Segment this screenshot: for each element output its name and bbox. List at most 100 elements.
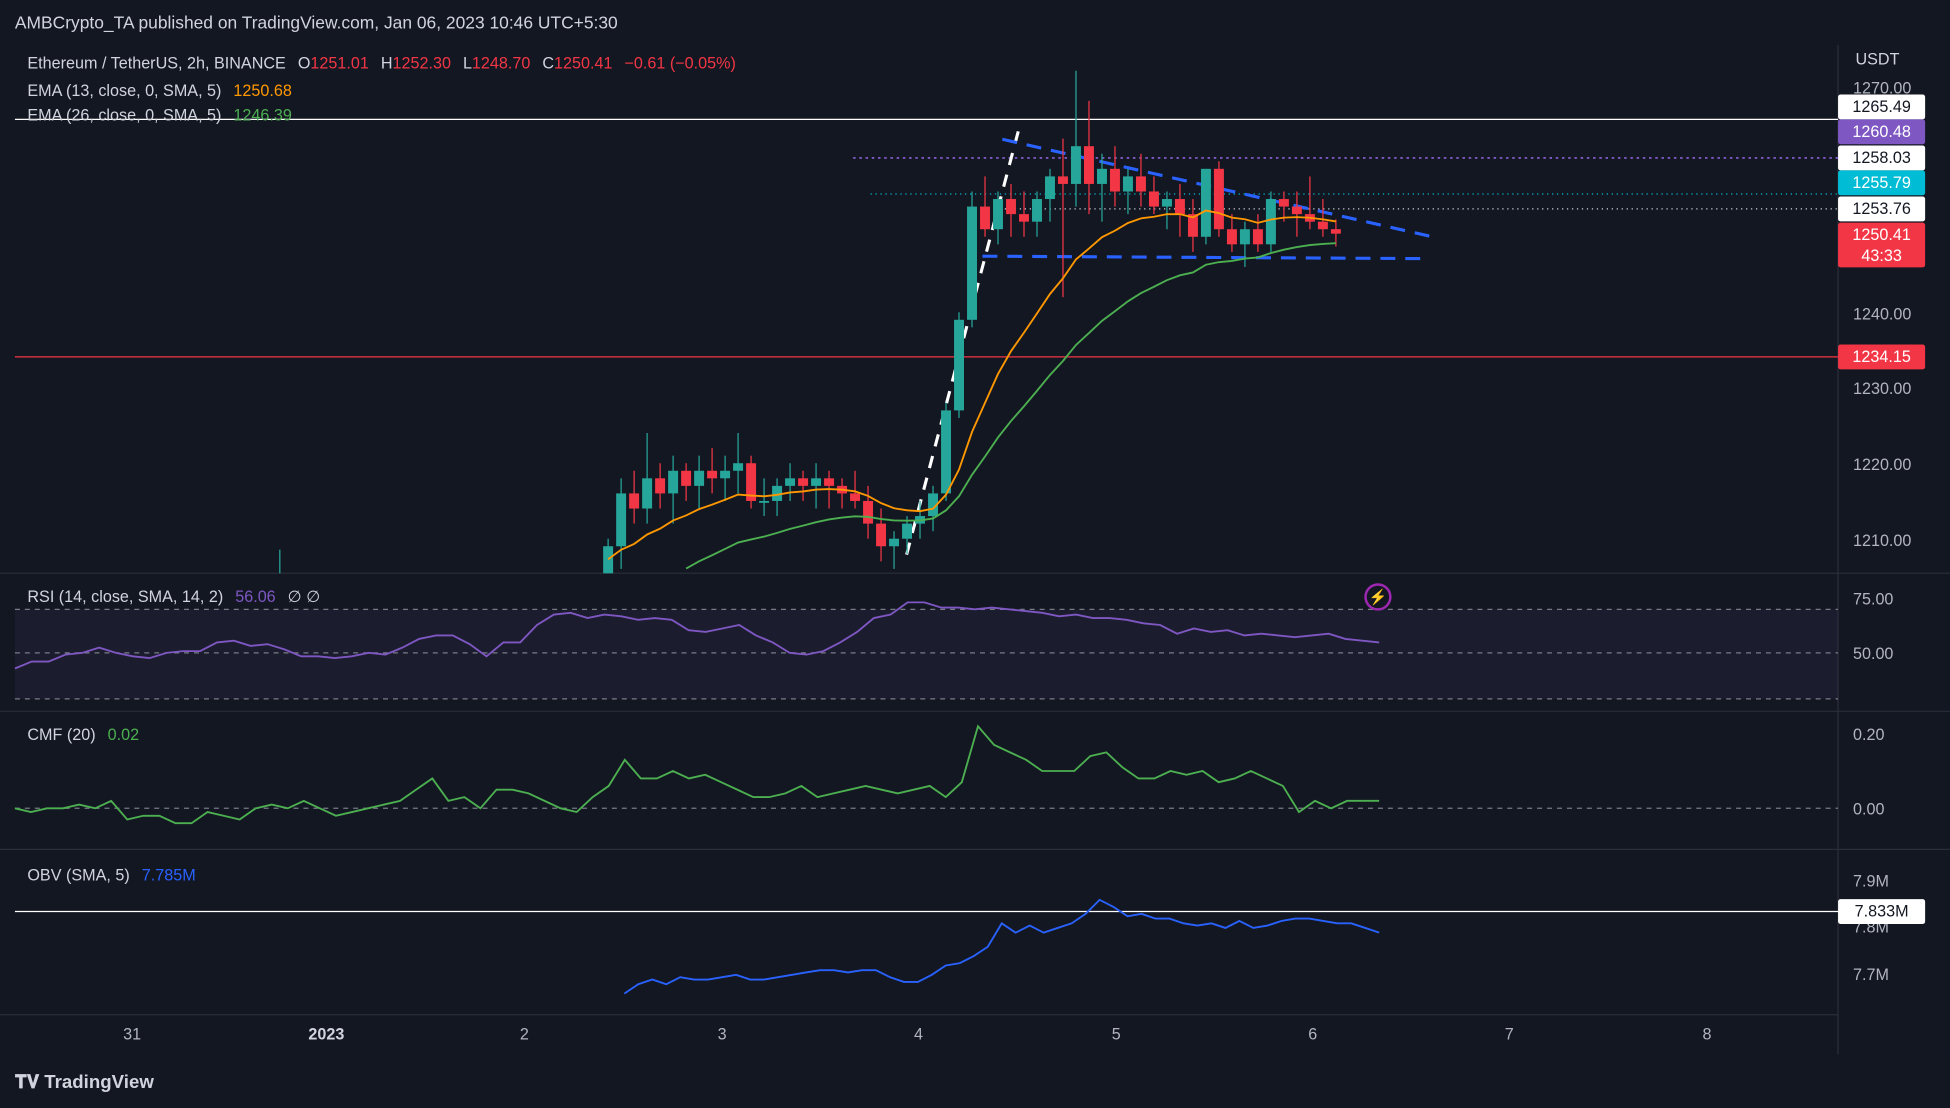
flat-support-trendline[interactable] [982, 254, 1431, 261]
candle-body [616, 493, 627, 547]
candle-body [902, 523, 913, 539]
price-axis-unit: USDT [1855, 51, 1899, 69]
candle-body [954, 319, 964, 411]
price-tag-1255: 1255.79 [1838, 170, 1926, 196]
footer: 𝐓𝐕 TradingView [0, 1054, 1950, 1108]
price-tag-1265: 1265.49 [1838, 94, 1926, 120]
ema-layer [14, 209, 1380, 995]
rsi-label: RSI (14, close, SMA, 14, 2) [27, 586, 224, 606]
time-label: 4 [914, 1026, 923, 1044]
time-label: 5 [1112, 1026, 1121, 1044]
high-label: H1252.30 [381, 53, 459, 72]
ema13-value: 1250.68 [233, 80, 292, 100]
ema13-line [607, 209, 1337, 560]
candle-body [733, 463, 744, 471]
rsi-band-fill [14, 609, 1839, 699]
last-price-tag: 1250.41 43:33 [1838, 222, 1926, 268]
time-label: 2 [520, 1026, 529, 1044]
candle-body [1278, 199, 1289, 207]
price-tag-1258: 1258.03 [1838, 145, 1926, 171]
high-value: 1252.30 [392, 53, 451, 73]
candle-body [772, 485, 783, 501]
tradingview-logo[interactable]: 𝐓𝐕 TradingView [15, 1072, 154, 1093]
close-value: 1250.41 [554, 53, 613, 73]
price-tick: 1270.00 [1853, 79, 1911, 97]
ema26-label: EMA (26, close, 0, SMA, 5) [27, 105, 222, 125]
rsi-legend[interactable]: RSI (14, close, SMA, 14, 2) 56.06 ∅ ∅ [27, 587, 327, 607]
time-label: 2023 [308, 1026, 344, 1044]
candle-body [1174, 199, 1185, 215]
candle-body [759, 500, 770, 503]
ema26-value: 1246.39 [233, 105, 292, 125]
candle-body [1265, 199, 1276, 245]
candle-body [1109, 168, 1120, 192]
candle-body [1122, 176, 1133, 192]
candle-body [889, 538, 900, 547]
chart-frame[interactable]: USDT 1270.00 1240.00 1230.00 1220.00 121… [0, 44, 1950, 1055]
impulse-trendline[interactable] [905, 125, 1022, 556]
candle-body [1317, 221, 1328, 230]
ema26-legend[interactable]: EMA (26, close, 0, SMA, 5) 1246.39 [27, 106, 299, 125]
candle-body [1032, 199, 1042, 222]
price-tag-1260: 1260.48 [1838, 119, 1926, 145]
ema13-legend[interactable]: EMA (13, close, 0, SMA, 5) 1250.68 [27, 81, 299, 100]
candle-body [655, 478, 666, 494]
chart-canvas[interactable]: USDT 1270.00 1240.00 1230.00 1220.00 121… [0, 44, 1950, 1055]
price-tick: 1210.00 [1853, 532, 1911, 550]
cmf-legend[interactable]: CMF (20) 0.02 [27, 725, 146, 744]
candle-body [785, 478, 796, 486]
candle-body [1084, 146, 1094, 184]
high-key: H [380, 53, 393, 73]
low-label: L1248.70 [463, 53, 538, 72]
open-label: O1251.01 [298, 53, 377, 72]
candle-body [1135, 176, 1146, 192]
price-tag-1234: 1234.15 [1838, 344, 1926, 370]
obv-tag: 7.833M [1838, 899, 1926, 924]
symbol-name[interactable]: Ethereum / TetherUS, 2h, BINANCE [27, 53, 286, 73]
candle-body [668, 470, 679, 494]
candle-body [1058, 176, 1068, 184]
candle-body [1187, 214, 1198, 237]
candle-body [1226, 229, 1237, 245]
last-price: 1250.41 [1852, 225, 1911, 244]
candle-body [629, 493, 640, 509]
rsi-tick: 50.00 [1853, 645, 1893, 663]
close-label: C1250.41 [542, 53, 620, 72]
candle-body [1071, 146, 1081, 184]
candle-body [850, 493, 861, 501]
symbol-legend[interactable]: Ethereum / TetherUS, 2h, BINANCE O1251.0… [27, 53, 743, 72]
obv-label: OBV (SMA, 5) [27, 865, 130, 885]
candle-body [1213, 168, 1224, 230]
candle-body [876, 523, 887, 547]
candle-body [1148, 191, 1159, 207]
low-key: L [462, 53, 472, 73]
lightning-icon[interactable]: ⚡ [1364, 583, 1392, 611]
price-tick: 1220.00 [1853, 456, 1911, 474]
candle-body [941, 410, 951, 494]
low-value: 1248.70 [471, 53, 531, 73]
candle-body [1291, 206, 1302, 215]
candle-body [928, 493, 939, 517]
price-tick: 1230.00 [1853, 380, 1911, 398]
candle-body [1252, 229, 1263, 245]
rsi-extra: ∅ ∅ [287, 586, 321, 606]
candle-body [993, 199, 1003, 230]
obv-legend[interactable]: OBV (SMA, 5) 7.785M [27, 866, 203, 885]
open-value: 1251.01 [310, 53, 369, 73]
brand-text: TradingView [44, 1071, 154, 1094]
ema26-line [685, 242, 1336, 570]
candle-body [746, 463, 757, 501]
candle-body [642, 478, 653, 509]
cmf-value: 0.02 [107, 724, 140, 744]
time-label: 3 [718, 1026, 727, 1044]
open-key: O [297, 53, 311, 73]
tv-logo-icon: 𝐓𝐕 [14, 1071, 40, 1094]
candle-body [980, 206, 990, 230]
time-label: 7 [1505, 1026, 1514, 1044]
candle-body [681, 470, 692, 486]
candle-body [694, 470, 705, 486]
bar-countdown: 43:33 [1861, 246, 1902, 265]
candle-body [720, 470, 731, 479]
obv-value: 7.785M [141, 865, 196, 885]
